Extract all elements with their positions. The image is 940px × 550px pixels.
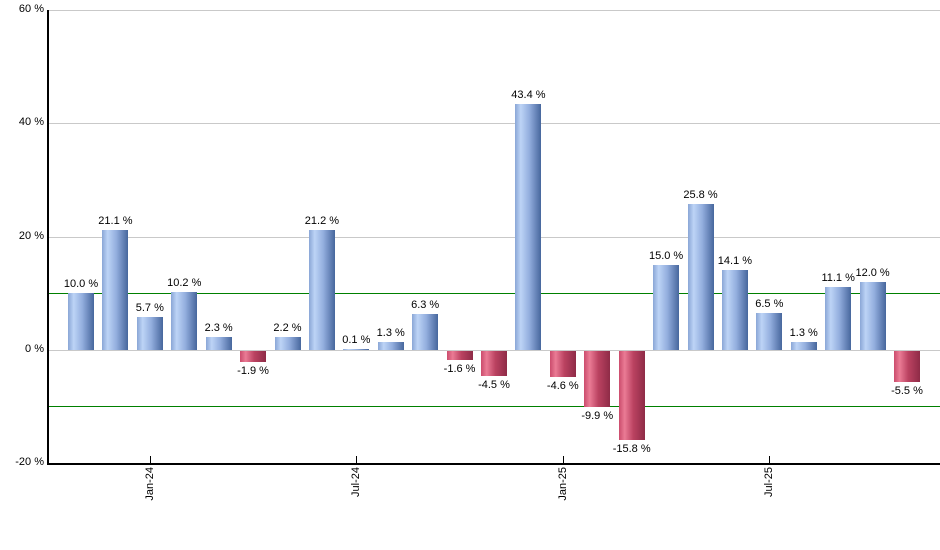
x-tick	[769, 456, 771, 465]
x-tick	[356, 456, 358, 465]
y-axis-label: -20 %	[15, 456, 44, 468]
bar-value-label: 21.1 %	[98, 215, 133, 228]
bar-value-label: -4.6 %	[546, 379, 579, 392]
y-axis-label: 0 %	[25, 343, 44, 355]
bar-value-label: 21.2 %	[304, 214, 340, 227]
y-grid-line	[48, 350, 940, 351]
bar	[171, 291, 198, 350]
x-tick-label: Jan-25	[556, 467, 569, 501]
bar	[825, 286, 852, 350]
reference-line	[48, 406, 940, 407]
bar	[515, 103, 542, 350]
bar	[549, 350, 576, 377]
bar	[136, 317, 163, 350]
bar-value-label: 10.2 %	[167, 276, 202, 289]
y-grid-line	[48, 10, 940, 11]
bar-value-label: -4.5 %	[478, 379, 510, 392]
bar-value-label: -5.5 %	[891, 384, 923, 397]
y-axis-label: 60 %	[18, 3, 44, 15]
bar-value-label: 6.5 %	[755, 297, 784, 310]
bar	[412, 314, 439, 350]
bar	[446, 350, 473, 360]
bar	[894, 350, 920, 382]
x-tick-label: Jul-24	[350, 467, 363, 497]
bar	[584, 350, 611, 407]
bar	[756, 312, 783, 350]
y-axis-line	[47, 10, 49, 465]
bar	[481, 350, 507, 377]
bar-value-label: 0.1 %	[342, 333, 371, 346]
bar	[343, 348, 370, 350]
reference-line	[48, 293, 940, 294]
bar-value-label: 11.1 %	[821, 271, 855, 284]
x-tick	[562, 456, 564, 465]
x-tick-label: Jan-24	[143, 467, 156, 501]
bar-value-label: 14.1 %	[717, 254, 753, 267]
bar-value-label: 1.3 %	[376, 327, 405, 340]
bar-value-label: 43.4 %	[511, 88, 546, 101]
x-axis-line	[47, 463, 940, 465]
bar-value-label: -9.9 %	[581, 409, 614, 422]
y-axis-label: 40 %	[18, 116, 44, 128]
bar-value-label: 12.0 %	[855, 266, 890, 279]
bar	[790, 342, 817, 350]
bar-value-label: 15.0 %	[648, 249, 684, 262]
bar-value-label: 6.3 %	[411, 299, 440, 312]
y-axis-label: 20 %	[18, 230, 44, 242]
bar	[618, 350, 645, 441]
bar	[687, 203, 714, 350]
bar-value-label: 10.0 %	[63, 278, 99, 291]
y-grid-line	[48, 123, 940, 124]
bar	[377, 342, 404, 350]
y-grid-line	[48, 237, 940, 238]
bar	[68, 293, 94, 350]
bar	[240, 350, 267, 362]
bar-value-label: -1.9 %	[237, 364, 269, 377]
bar	[653, 264, 680, 350]
bar-value-label: 2.3 %	[204, 321, 233, 334]
bar	[859, 281, 886, 350]
bar-value-label: 25.8 %	[683, 188, 718, 201]
x-tick-label: Jul-25	[763, 467, 776, 497]
x-tick	[149, 456, 151, 465]
bar-value-label: 5.7 %	[135, 302, 164, 315]
bar	[308, 229, 335, 350]
bar-value-label: -15.8 %	[612, 443, 651, 456]
bar-value-label: -1.6 %	[443, 362, 476, 375]
bar-value-label: 1.3 %	[789, 327, 818, 340]
bar	[205, 336, 232, 350]
bar-value-label: 2.2 %	[273, 322, 302, 335]
bar	[102, 230, 129, 350]
bar	[721, 269, 748, 350]
bar	[274, 337, 301, 350]
